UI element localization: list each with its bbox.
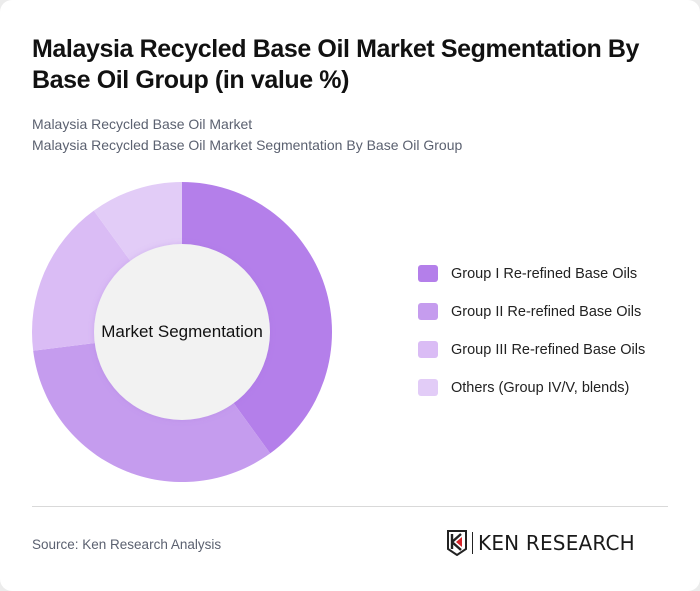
legend-label: Group I Re-refined Base Oils — [451, 265, 638, 282]
legend-item-group-1[interactable]: Group I Re-refined Base Oils — [418, 264, 645, 283]
ken-research-logo: KEN RESEARCH — [447, 530, 635, 556]
source-note: Source: Ken Research Analysis — [32, 537, 222, 552]
donut-hole — [94, 244, 270, 420]
legend-swatch — [418, 303, 438, 320]
ken-shield-icon — [447, 530, 467, 556]
legend-item-group-2[interactable]: Group II Re-refined Base Oils — [418, 302, 645, 321]
legend-item-others[interactable]: Others (Group IV/V, blends) — [418, 378, 645, 397]
legend-label: Others (Group IV/V, blends) — [451, 379, 630, 396]
legend-label: Group III Re-refined Base Oils — [451, 341, 646, 358]
subtitle-line-2: Malaysia Recycled Base Oil Market Segmen… — [32, 137, 463, 153]
chart-subtitle: Malaysia Recycled Base Oil Market Malays… — [32, 114, 462, 156]
legend-swatch — [418, 341, 438, 358]
subtitle-line-1: Malaysia Recycled Base Oil Market — [32, 116, 253, 132]
footer-divider — [32, 506, 668, 507]
chart-title: Malaysia Recycled Base Oil Market Segmen… — [32, 35, 640, 94]
legend-swatch — [418, 379, 438, 396]
legend-swatch — [418, 265, 438, 282]
legend: Group I Re-refined Base Oils Group II Re… — [418, 264, 645, 416]
logo-text: KEN RESEARCH — [478, 531, 635, 555]
logo-separator — [472, 532, 473, 554]
legend-label: Group II Re-refined Base Oils — [451, 303, 642, 320]
legend-item-group-3[interactable]: Group III Re-refined Base Oils — [418, 340, 645, 359]
donut-center-label: Market Segmentation — [101, 322, 263, 341]
